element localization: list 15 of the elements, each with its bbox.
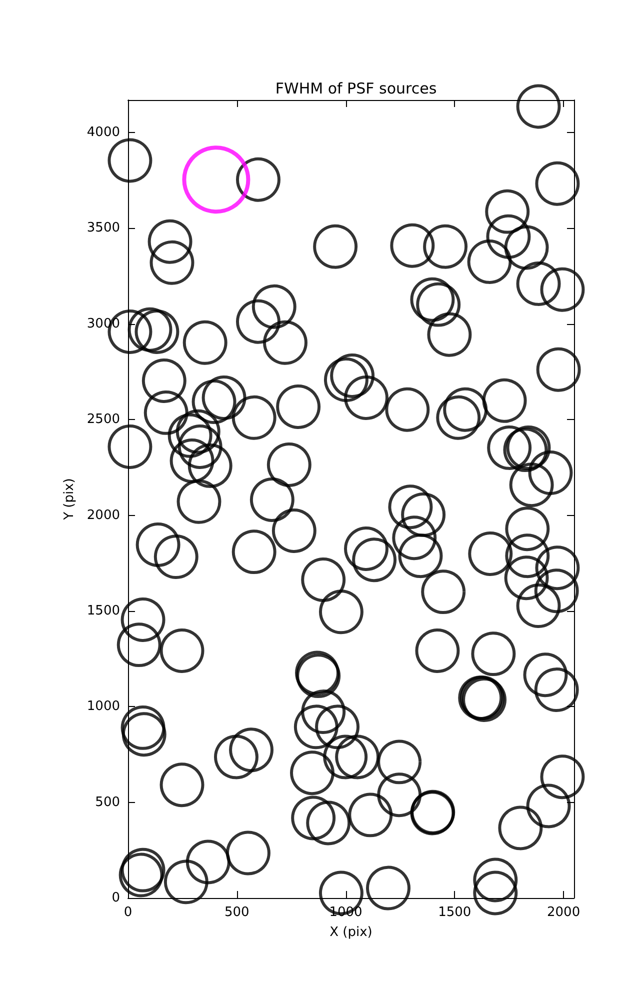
x-tick-label: 0 — [124, 905, 132, 920]
x-tick-label: 2000 — [547, 905, 580, 920]
y-tick-label: 2500 — [86, 412, 120, 428]
y-tick-label: 3500 — [86, 220, 120, 236]
y-tick-label: 0 — [112, 890, 120, 906]
x-tick-label: 1500 — [438, 905, 472, 920]
x-tick-label: 500 — [224, 905, 250, 920]
x-axis-title: X (pix) — [330, 925, 372, 940]
y-tick-label: 500 — [95, 794, 120, 810]
chart-title: FWHM of PSF sources — [275, 80, 437, 98]
y-axis-title: Y (pix) — [62, 478, 78, 521]
y-tick-label: 2000 — [86, 508, 120, 523]
y-tick-label: 1500 — [86, 603, 120, 618]
y-tick-label: 4000 — [86, 125, 120, 140]
y-tick-label: 1000 — [86, 699, 120, 714]
